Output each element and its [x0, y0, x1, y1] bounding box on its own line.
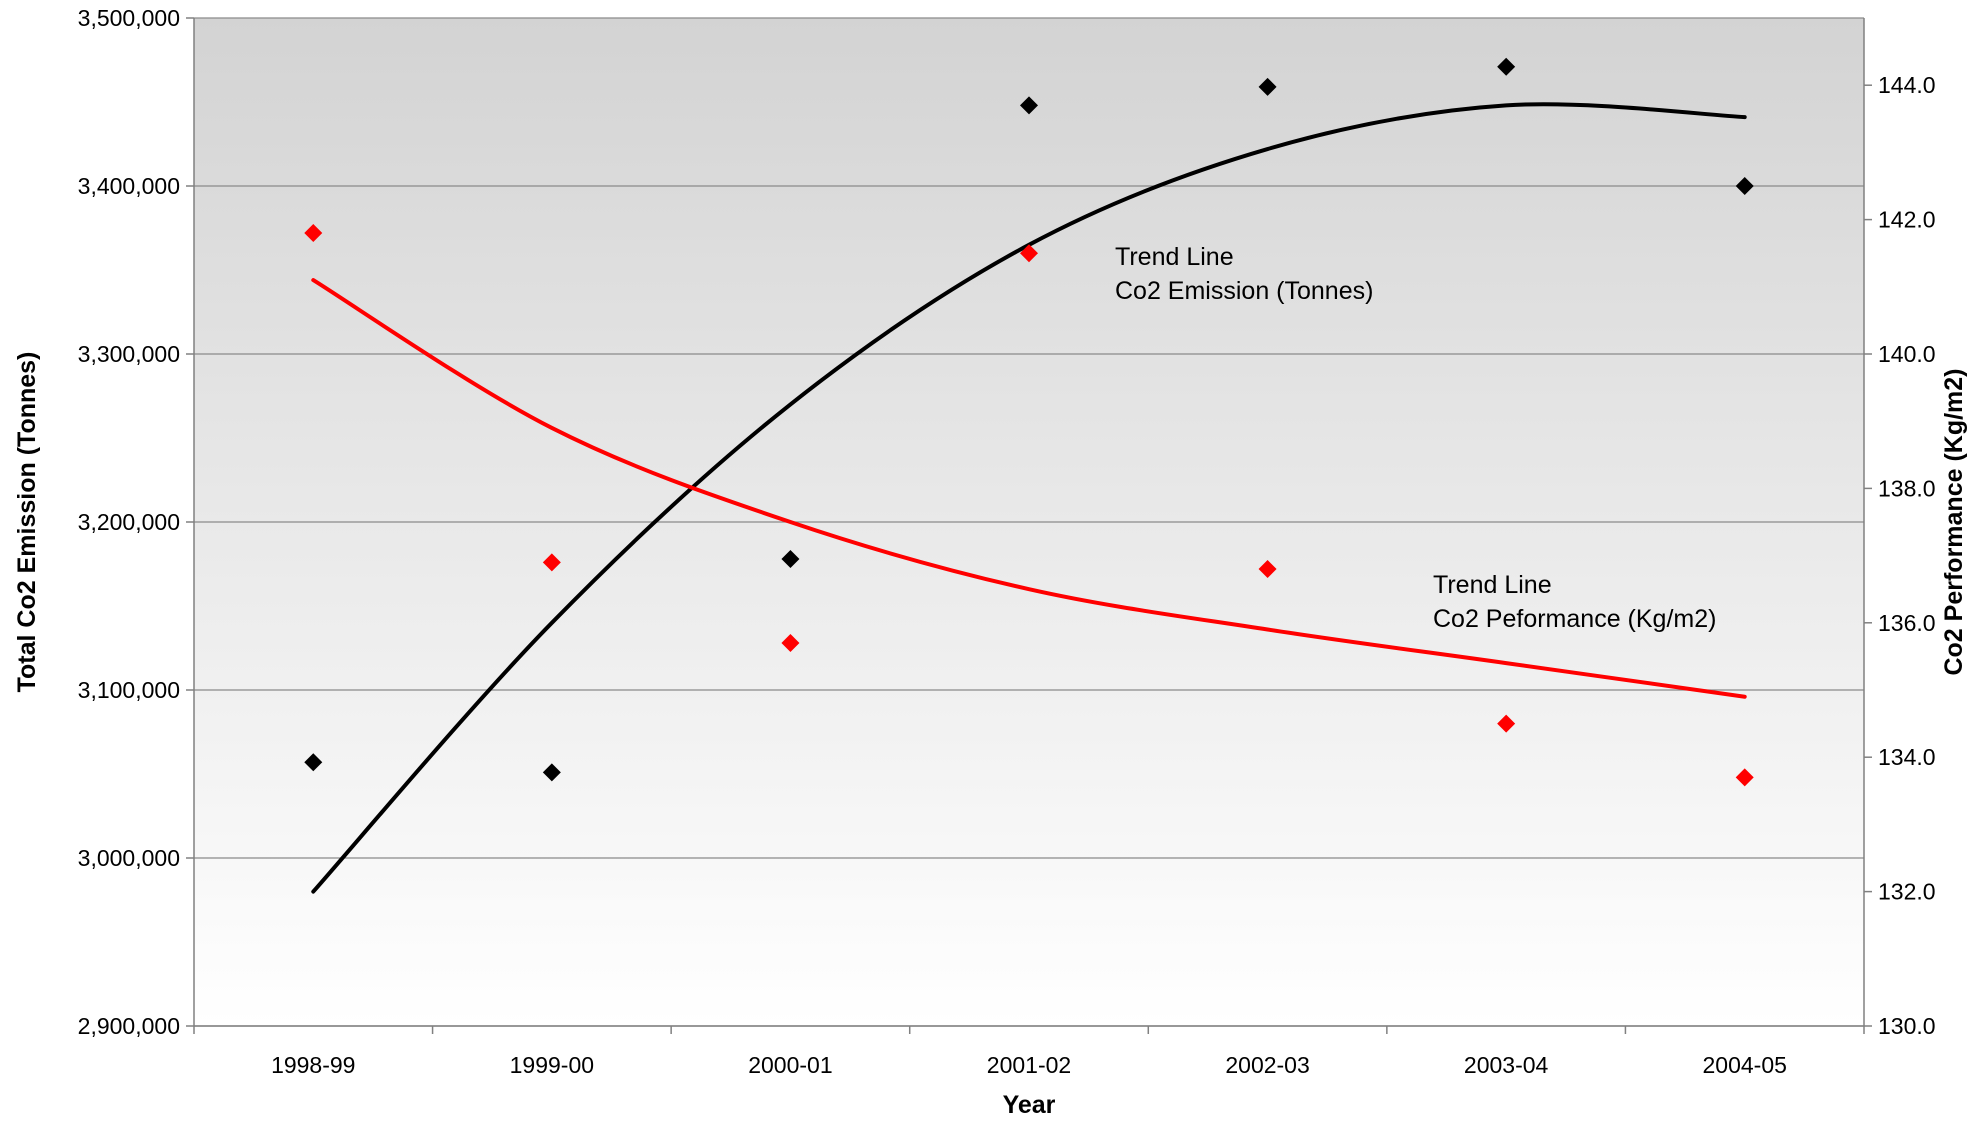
- y-tick-label: 3,500,000: [78, 5, 180, 31]
- data-point-left: [304, 753, 323, 772]
- trendlines: [311, 102, 1747, 894]
- y2-tick-label: 138.0: [1878, 475, 1936, 501]
- annotation-line: Trend Line: [1115, 243, 1234, 271]
- y-tick-label: 3,200,000: [78, 509, 180, 535]
- data-point-right: [1020, 244, 1038, 263]
- y2-axis-title: Co2 Performance (Kg/m2): [1940, 368, 1968, 675]
- data-point-left: [1497, 57, 1516, 76]
- y-tick-label: 3,300,000: [78, 341, 180, 367]
- y2-tick-label: 142.0: [1878, 207, 1936, 233]
- y2-tick-label: 134.0: [1878, 744, 1936, 770]
- data-point-right: [542, 553, 561, 572]
- data-point-left: [1258, 77, 1277, 96]
- y2-tick-label: 144.0: [1878, 72, 1936, 98]
- annotation-line: Trend Line: [1433, 571, 1552, 599]
- annotation-line: Co2 Emission (Tonnes): [1115, 277, 1373, 305]
- annotation-line: Co2 Peformance (Kg/m2): [1433, 605, 1716, 633]
- data-point-left: [1735, 177, 1754, 195]
- trendline-right: [311, 278, 1747, 699]
- annotations: Trend Line Co2 Emission (Tonnes) Trend Lin…: [1115, 243, 1716, 633]
- data-point-left: [1020, 96, 1038, 115]
- y2-tick-label: 132.0: [1878, 879, 1936, 905]
- x-tick-label: 2002-03: [1225, 1052, 1309, 1078]
- y-tick-label: 3,100,000: [78, 677, 180, 703]
- data-points: [304, 57, 1754, 787]
- trendline-left: [311, 102, 1747, 894]
- x-axis-title: Year: [1003, 1091, 1056, 1119]
- y2-tick-label: 140.0: [1878, 341, 1936, 367]
- data-point-right: [1258, 560, 1277, 579]
- x-tick-label: 1998-99: [271, 1052, 355, 1078]
- axes: [186, 17, 1872, 1034]
- y-tick-label: 3,400,000: [78, 173, 180, 199]
- data-point-right: [304, 224, 323, 243]
- x-tick-label: 2000-01: [748, 1052, 832, 1078]
- y-tick-label: 2,900,000: [78, 1013, 180, 1039]
- y-tick-label: 3,000,000: [78, 845, 180, 871]
- data-point-right: [1497, 714, 1516, 733]
- x-tick-label: 2003-04: [1464, 1052, 1549, 1078]
- data-point-left: [781, 549, 800, 568]
- data-point-right: [1735, 768, 1754, 787]
- y-axis-title: Total Co2 Emission (Tonnes): [13, 352, 41, 693]
- data-point-left: [542, 763, 561, 782]
- x-tick-label: 1999-00: [510, 1052, 594, 1078]
- x-tick-label: 2004-05: [1703, 1052, 1787, 1078]
- data-point-right: [781, 633, 800, 652]
- tick-labels: 2,900,000 3,000,000 3,100,000 3,200,000 3,30…: [78, 5, 1936, 1078]
- x-tick-label: 2001-02: [987, 1052, 1071, 1078]
- y2-tick-label: 136.0: [1878, 610, 1936, 636]
- y2-tick-label: 130.0: [1878, 1013, 1936, 1039]
